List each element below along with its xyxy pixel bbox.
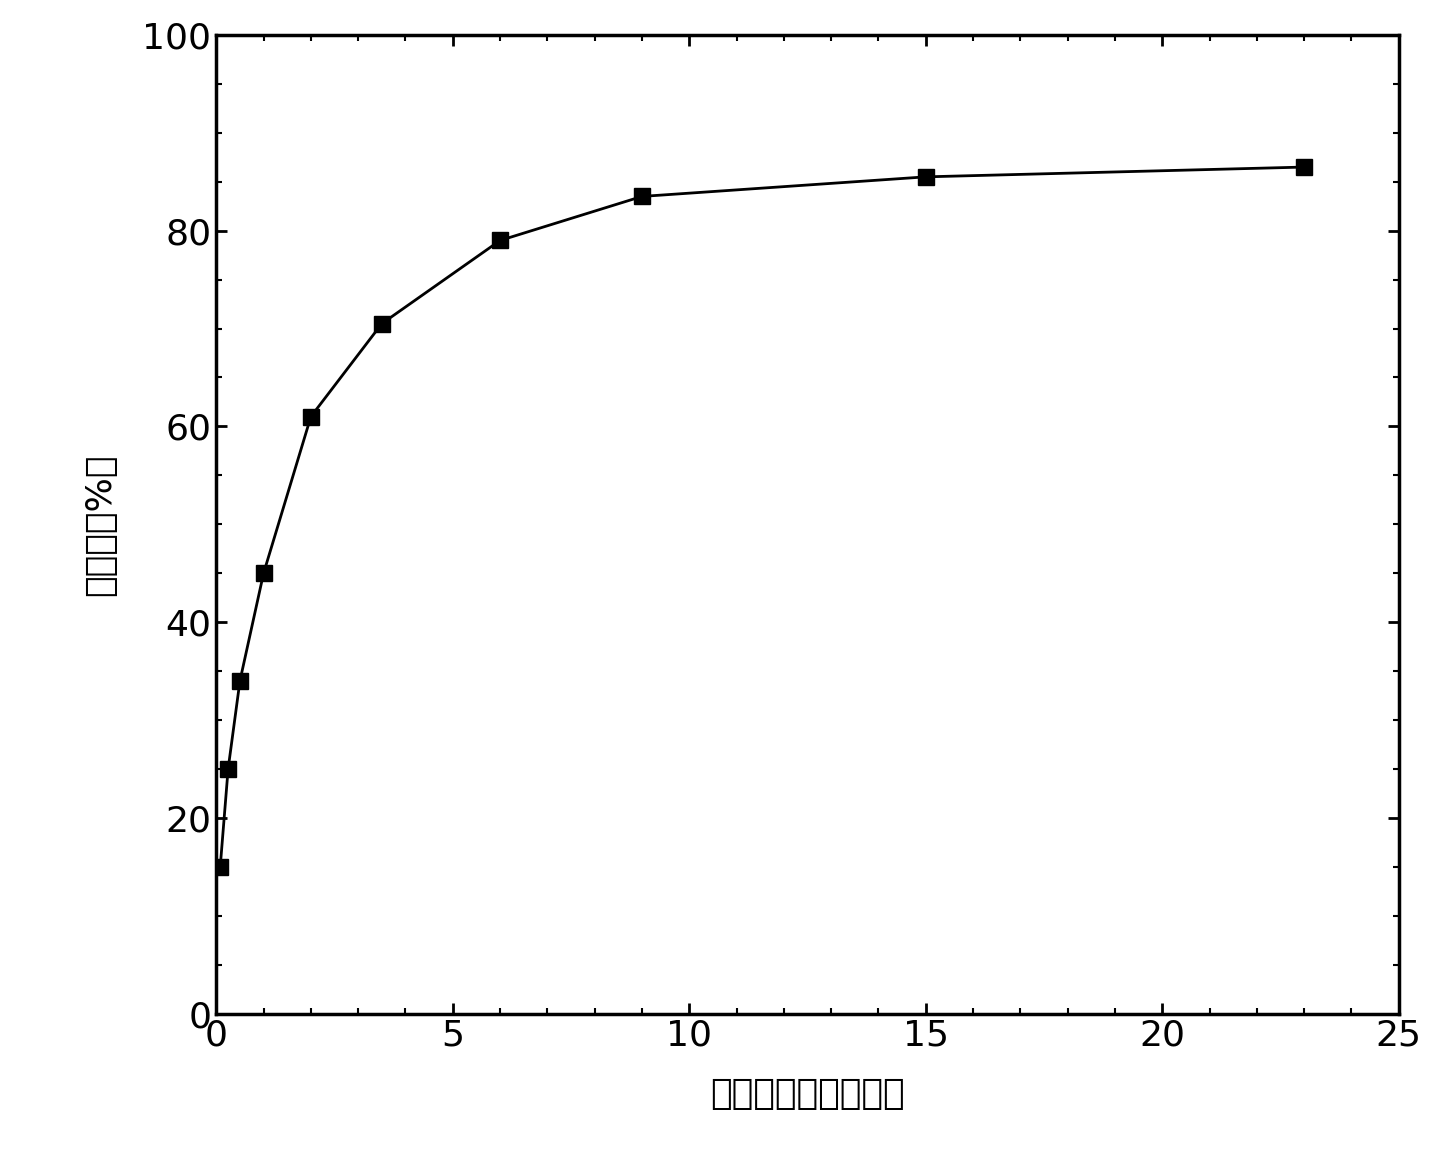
Y-axis label: 释放率（%）: 释放率（%） [84, 453, 117, 595]
X-axis label: 释放时间　（小时）: 释放时间 （小时） [711, 1078, 904, 1111]
